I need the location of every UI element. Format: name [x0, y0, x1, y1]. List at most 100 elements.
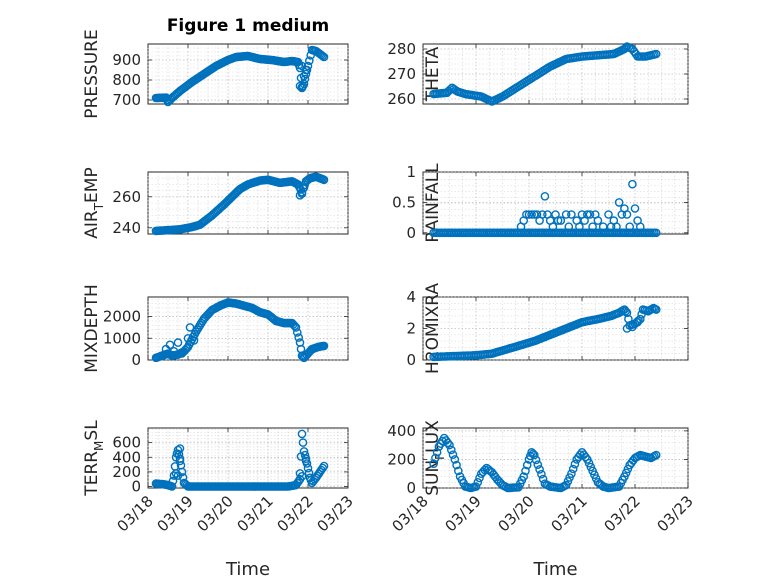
data-point [297, 429, 307, 439]
y-tick-label: 700 [112, 91, 141, 109]
data-point [628, 179, 637, 189]
data-point [537, 469, 546, 479]
ylabel-7: SUNFLUX [423, 420, 447, 496]
data-point [531, 455, 541, 465]
y-tick-label: 400 [112, 448, 141, 466]
data-point [175, 444, 185, 453]
x-axis-label: Time [532, 559, 577, 580]
data-point [636, 222, 645, 231]
data-point [651, 49, 661, 59]
y-tick-label: 2000 [103, 308, 141, 326]
data-point [553, 216, 563, 225]
data-point [450, 455, 460, 464]
data-point [540, 191, 550, 201]
subplot-7: 0 200 400 03/18 03/19 03/20 03/21 03/22 03/23 SUN… [387, 420, 696, 580]
data-point [604, 210, 613, 219]
data-point [297, 61, 307, 71]
data-point [471, 482, 481, 491]
y-tick-label: 260 [112, 188, 141, 206]
x-tick-label: 03/22 [601, 492, 644, 535]
data-point [298, 438, 308, 447]
y-tick-label: 240 [112, 219, 141, 237]
y-tick-label: 200 [112, 463, 141, 481]
data-point [527, 210, 536, 219]
subplot-1: 260 270 280 THETA [387, 40, 689, 108]
data-point [521, 466, 530, 476]
data-point [620, 44, 629, 54]
subplot-0: 700 800 900 PRESSURE Figure 1 medium [82, 16, 349, 119]
data-point [448, 450, 458, 460]
data-point [297, 82, 307, 92]
data-point [173, 338, 183, 347]
data-point [527, 447, 536, 457]
data-point [583, 210, 592, 219]
data-point [575, 450, 585, 460]
data-point [556, 216, 566, 225]
ylabel-3: RAINFALL [423, 163, 443, 243]
data-point [519, 472, 529, 481]
data-point [568, 464, 578, 474]
ylabel-2: AIRTEMP [82, 167, 106, 238]
y-tick-label: 800 [112, 71, 141, 89]
x-tick-label: 03/19 [442, 492, 485, 535]
y-tick-label: 1000 [103, 329, 141, 347]
data-point [585, 210, 595, 219]
data-point [622, 210, 632, 219]
data-point [318, 51, 328, 61]
data-point [593, 216, 603, 225]
data-point [614, 198, 624, 207]
data-point [169, 471, 179, 480]
subplot-2: 240 260 AIRTEMP [82, 167, 349, 239]
chart-title: Figure 1 medium [167, 16, 329, 36]
x-tick-label: 03/21 [234, 492, 277, 535]
data-point [177, 349, 187, 358]
y-tick-label: 4 [406, 288, 416, 306]
y-tick-label: 260 [387, 90, 416, 108]
data-point [175, 456, 185, 466]
data-point [538, 210, 547, 219]
data-point [475, 473, 484, 483]
subplot-5: 0 2 4 H2OMIXRA [406, 283, 689, 374]
data-point [651, 450, 661, 460]
data-point [628, 322, 637, 332]
ylabel-1: THETA [423, 46, 443, 102]
data-point [432, 447, 442, 457]
data-point [570, 459, 580, 469]
x-tick-label: 03/18 [389, 492, 432, 535]
data-point [319, 341, 329, 351]
x-axis-label: Time [225, 559, 270, 580]
ylabel-0: PRESSURE [82, 29, 102, 118]
data-point [300, 450, 310, 460]
subplot-3: 0 0.5 1 RAINFALL [392, 163, 689, 243]
data-point [318, 463, 328, 473]
data-point [561, 210, 571, 219]
y-tick-label: 0 [131, 478, 141, 496]
data-point [625, 222, 635, 231]
y-tick-label: 600 [112, 434, 141, 452]
data-point [165, 340, 175, 350]
data-point [581, 452, 590, 462]
data-point [567, 469, 576, 479]
data-point [651, 305, 661, 314]
y-tick-label: 0 [406, 224, 416, 242]
data-point [612, 222, 621, 231]
y-tick-label: 400 [387, 422, 416, 440]
data-point [292, 328, 302, 337]
data-point [564, 222, 574, 231]
data-point [319, 52, 329, 62]
data-point [522, 460, 532, 470]
data-point [169, 346, 179, 356]
data-point [533, 460, 543, 470]
data-point [429, 459, 438, 469]
y-tick-label: 0 [131, 351, 141, 369]
x-tick-label: 03/19 [154, 492, 197, 535]
data-point [171, 469, 181, 478]
data-point [185, 323, 195, 332]
x-tick-label: 03/18 [114, 492, 157, 535]
y-tick-label: 0 [406, 479, 416, 497]
ylabel-4: MIXDEPTH [82, 284, 102, 373]
data-point [299, 183, 309, 192]
data-point [303, 61, 313, 71]
